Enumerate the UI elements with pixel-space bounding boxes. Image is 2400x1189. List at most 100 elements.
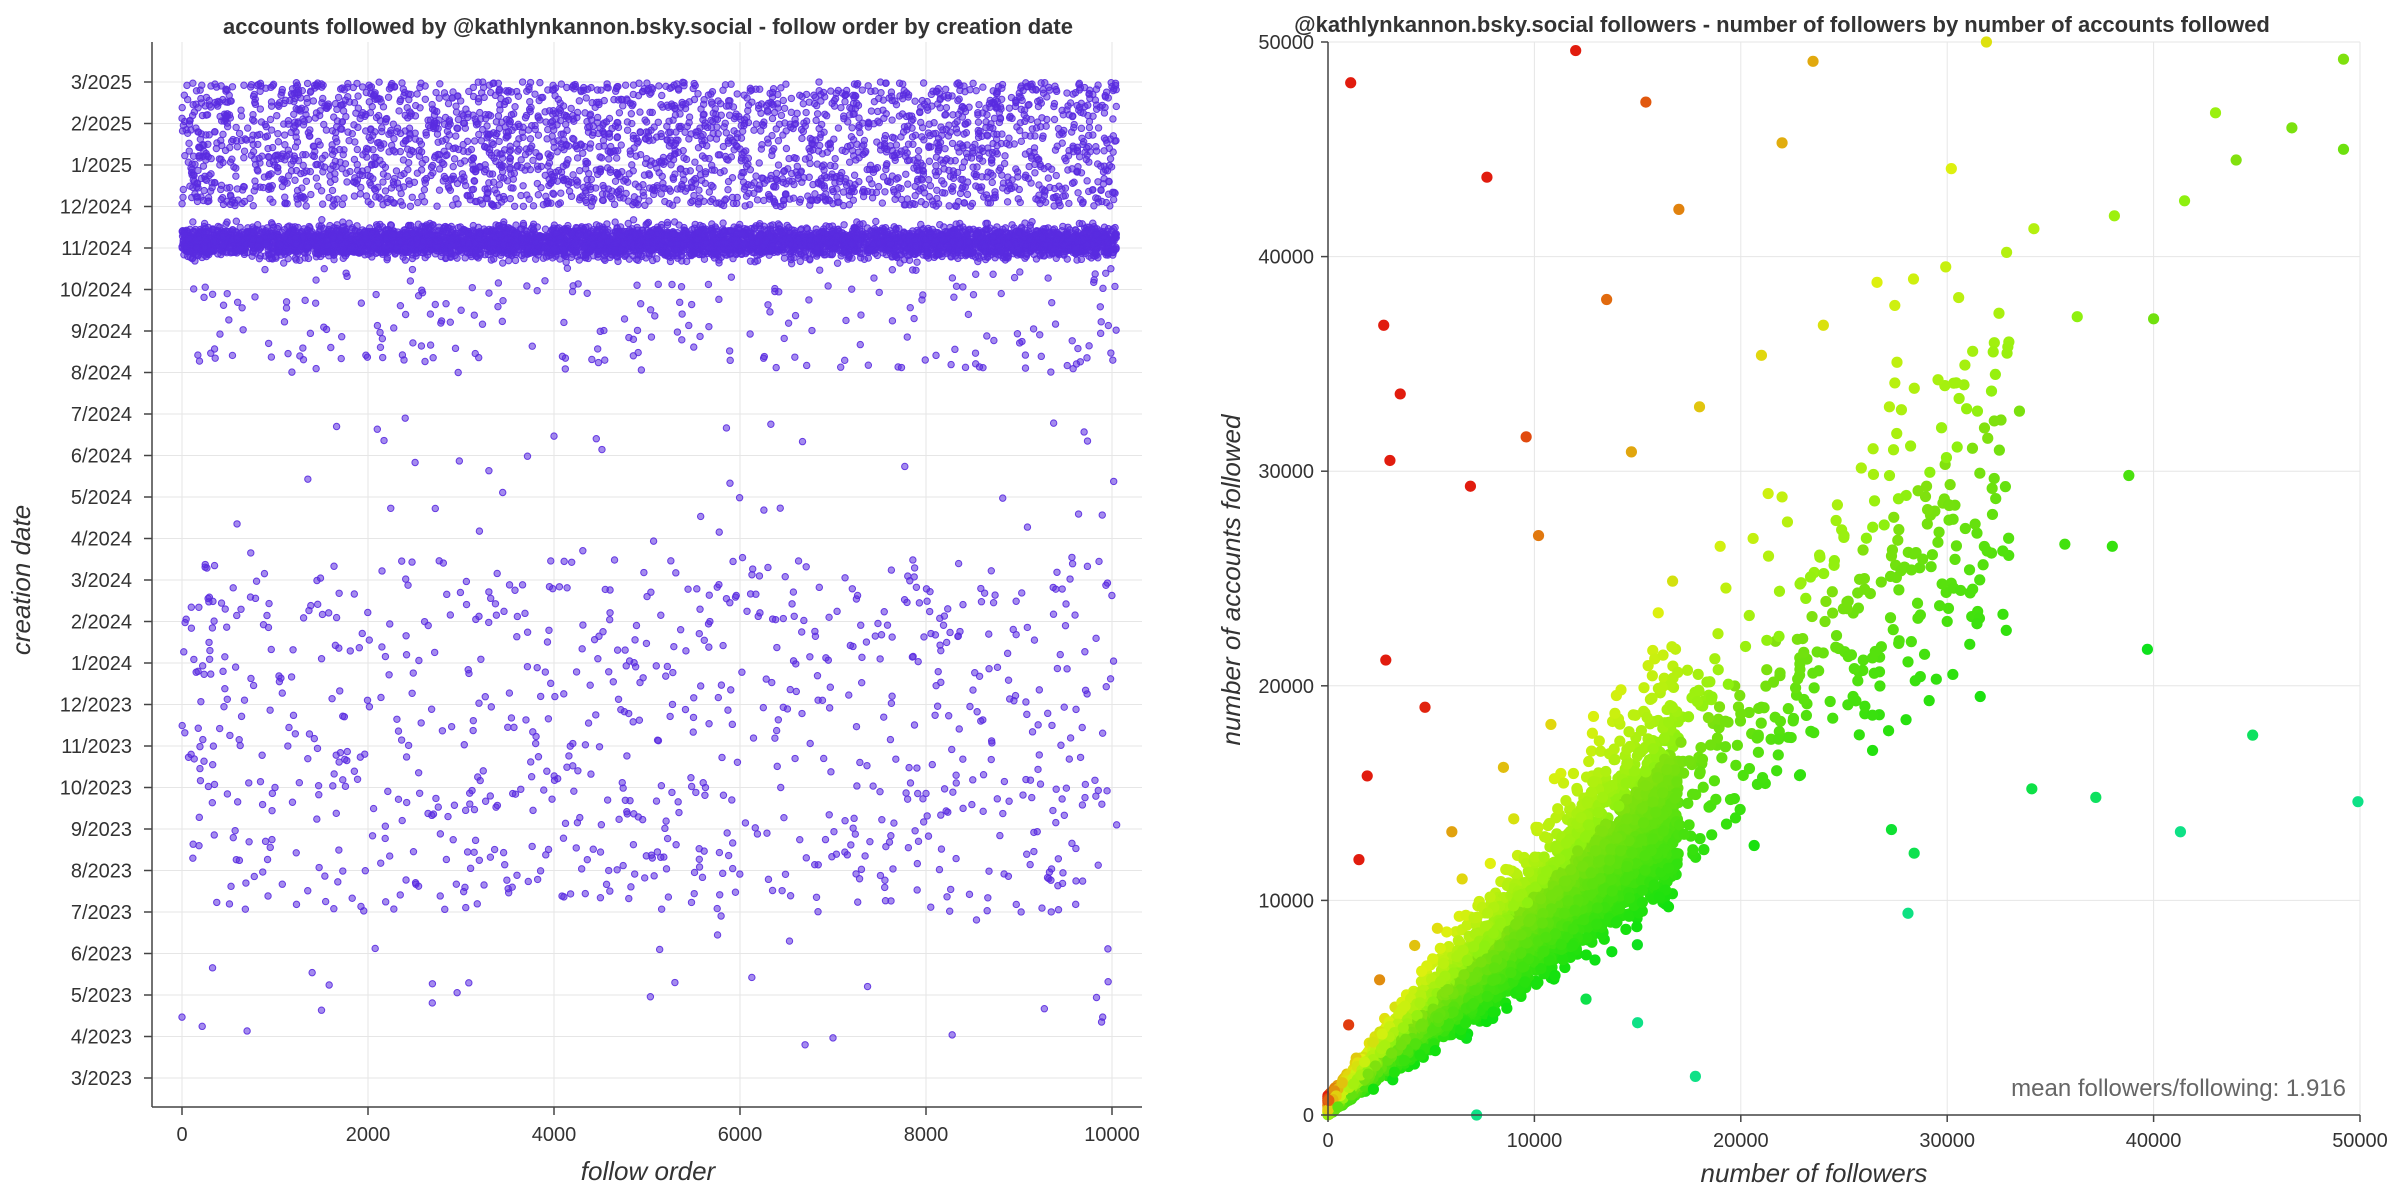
data-point bbox=[368, 253, 376, 261]
data-point bbox=[288, 223, 296, 231]
data-point bbox=[877, 245, 886, 253]
data-point bbox=[339, 218, 347, 226]
data-point bbox=[1072, 244, 1080, 252]
data-point bbox=[567, 253, 576, 262]
data-point bbox=[1083, 228, 1091, 236]
data-points bbox=[178, 78, 1121, 1049]
data-point bbox=[275, 248, 283, 256]
data-point bbox=[580, 242, 588, 251]
data-point bbox=[1061, 621, 1070, 630]
data-point bbox=[840, 221, 848, 229]
data-point bbox=[453, 254, 461, 262]
data-point bbox=[923, 249, 931, 257]
data-point bbox=[995, 228, 1003, 236]
data-point bbox=[513, 633, 521, 641]
data-point bbox=[396, 238, 404, 247]
data-point bbox=[304, 242, 312, 251]
data-point bbox=[1046, 251, 1054, 259]
data-point bbox=[222, 220, 230, 228]
data-point bbox=[629, 216, 638, 224]
data-point bbox=[572, 248, 581, 256]
data-point bbox=[767, 246, 775, 254]
data-point bbox=[756, 230, 764, 238]
data-point bbox=[790, 226, 798, 235]
data-point bbox=[372, 221, 381, 229]
data-point bbox=[178, 1013, 186, 1021]
data-point bbox=[687, 230, 695, 238]
data-point bbox=[748, 239, 756, 247]
data-point bbox=[686, 242, 695, 250]
data-point bbox=[673, 239, 681, 248]
data-point bbox=[269, 223, 278, 232]
data-point bbox=[1104, 224, 1113, 233]
data-point bbox=[944, 228, 952, 236]
data-point bbox=[503, 250, 512, 258]
data-point bbox=[740, 239, 748, 248]
data-point bbox=[445, 224, 453, 232]
data-point bbox=[642, 254, 650, 262]
data-point bbox=[912, 243, 920, 251]
data-point bbox=[232, 217, 241, 225]
data-point bbox=[833, 226, 842, 234]
data-point bbox=[671, 245, 680, 254]
data-point bbox=[962, 248, 971, 257]
data-point bbox=[922, 240, 930, 249]
data-point bbox=[236, 244, 245, 252]
data-point bbox=[511, 256, 520, 265]
data-point bbox=[856, 249, 864, 257]
data-point bbox=[717, 681, 726, 689]
data-point bbox=[226, 244, 234, 253]
data-point bbox=[407, 221, 415, 230]
data-point bbox=[373, 425, 381, 433]
data-point bbox=[790, 247, 798, 256]
data-point bbox=[708, 230, 717, 239]
data-point bbox=[618, 232, 626, 240]
data-point bbox=[760, 222, 768, 230]
data-point bbox=[1044, 224, 1052, 232]
data-point bbox=[562, 258, 570, 266]
data-point bbox=[505, 224, 513, 232]
data-point bbox=[348, 224, 357, 232]
data-point bbox=[1112, 821, 1121, 829]
data-point bbox=[485, 467, 493, 475]
data-point bbox=[829, 1034, 837, 1042]
data-point bbox=[482, 227, 490, 235]
data-point bbox=[819, 248, 828, 257]
data-point bbox=[550, 432, 558, 440]
data-point bbox=[844, 251, 853, 259]
data-point bbox=[852, 234, 860, 242]
data-point bbox=[616, 223, 625, 231]
data-point bbox=[189, 218, 197, 226]
data-point bbox=[819, 227, 828, 236]
chart-title: accounts followed by @kathlynkannon.bsky… bbox=[223, 14, 1073, 39]
data-point bbox=[464, 230, 472, 238]
data-point bbox=[1080, 428, 1088, 436]
data-point bbox=[200, 222, 208, 231]
data-point bbox=[207, 247, 215, 256]
data-point bbox=[582, 231, 590, 240]
data-point bbox=[240, 250, 249, 259]
data-point bbox=[675, 221, 683, 229]
data-point bbox=[679, 233, 687, 241]
data-point bbox=[884, 246, 893, 255]
data-point bbox=[666, 240, 674, 248]
data-point bbox=[850, 225, 859, 233]
data-point bbox=[472, 247, 480, 256]
data-point bbox=[401, 414, 409, 422]
data-point bbox=[592, 221, 601, 229]
data-point bbox=[747, 224, 756, 233]
data-point bbox=[888, 252, 897, 261]
data-point bbox=[265, 254, 273, 263]
data-point bbox=[678, 251, 686, 260]
data-point bbox=[936, 220, 944, 229]
grid bbox=[152, 42, 1142, 1107]
data-point bbox=[1022, 252, 1031, 261]
data-point bbox=[861, 233, 870, 241]
data-point bbox=[191, 225, 200, 234]
data-point bbox=[820, 754, 828, 763]
data-point bbox=[1003, 233, 1012, 241]
data-point bbox=[243, 227, 251, 236]
data-point bbox=[1030, 250, 1038, 259]
data-point bbox=[828, 250, 837, 258]
data-point bbox=[940, 785, 949, 793]
